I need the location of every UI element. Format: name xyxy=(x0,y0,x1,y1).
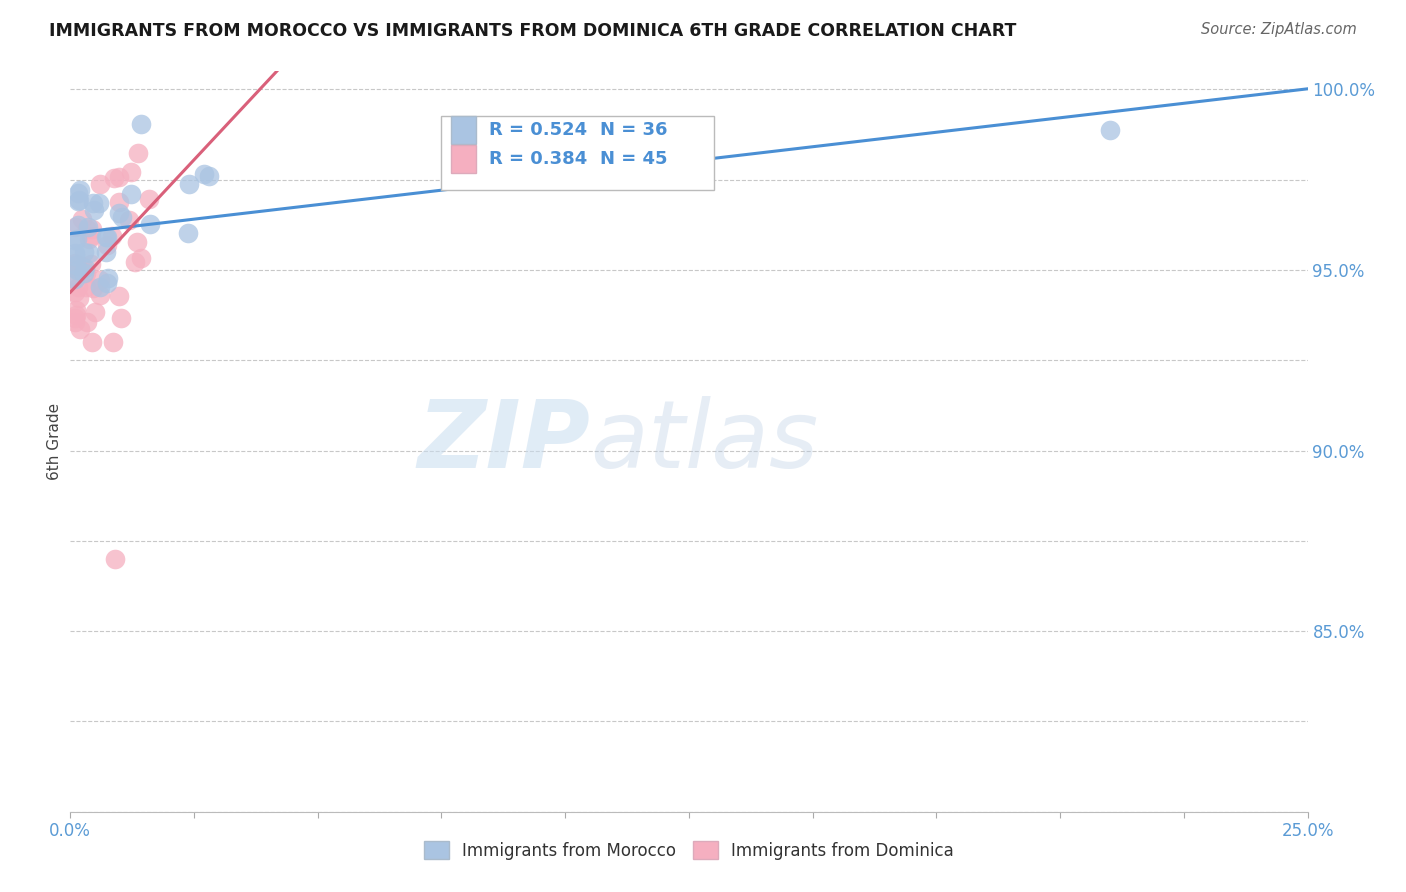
Point xyxy=(120,164,142,178)
Text: ZIP: ZIP xyxy=(418,395,591,488)
Point xyxy=(73,261,96,276)
Point xyxy=(124,255,146,269)
Text: N = 36: N = 36 xyxy=(600,120,668,139)
Point xyxy=(83,202,105,217)
Point xyxy=(67,291,90,305)
Legend: Immigrants from Morocco, Immigrants from Dominica: Immigrants from Morocco, Immigrants from… xyxy=(418,835,960,866)
Point xyxy=(108,288,131,302)
Point xyxy=(70,259,93,273)
Point xyxy=(120,186,142,201)
Point xyxy=(101,229,124,244)
Point xyxy=(103,171,125,186)
Point xyxy=(66,232,89,246)
Point xyxy=(82,335,104,350)
Point xyxy=(66,280,89,294)
Point xyxy=(80,229,103,244)
Point xyxy=(97,270,120,285)
Point xyxy=(108,206,131,220)
Point xyxy=(82,281,104,295)
Point xyxy=(87,195,110,210)
Point xyxy=(80,221,103,235)
Point xyxy=(108,195,131,210)
Point xyxy=(177,226,200,240)
Point xyxy=(96,245,118,260)
Point xyxy=(73,244,96,259)
Point xyxy=(179,177,201,191)
FancyBboxPatch shape xyxy=(441,116,714,190)
Point xyxy=(73,266,96,280)
Point xyxy=(77,219,100,234)
Point xyxy=(67,218,90,232)
Text: R = 0.384: R = 0.384 xyxy=(488,150,586,168)
Point xyxy=(76,221,98,235)
Point xyxy=(129,251,152,265)
Point xyxy=(65,272,87,286)
Text: R = 0.524: R = 0.524 xyxy=(488,120,586,139)
Point xyxy=(77,231,100,245)
Point xyxy=(96,237,118,252)
Point xyxy=(129,117,152,131)
Point xyxy=(110,310,132,325)
Point xyxy=(104,552,127,566)
Text: N = 45: N = 45 xyxy=(600,150,668,168)
Point xyxy=(65,233,87,247)
Point xyxy=(65,255,87,269)
Point xyxy=(89,280,111,294)
Text: Source: ZipAtlas.com: Source: ZipAtlas.com xyxy=(1201,22,1357,37)
Point xyxy=(139,217,162,231)
Text: atlas: atlas xyxy=(591,396,818,487)
Point xyxy=(79,257,101,271)
Point xyxy=(65,303,87,318)
Point xyxy=(193,167,215,181)
Point xyxy=(65,219,87,234)
Point xyxy=(125,235,148,249)
Point xyxy=(94,229,117,244)
Point xyxy=(82,196,104,211)
Point xyxy=(198,169,221,184)
Point xyxy=(66,186,89,201)
Point xyxy=(83,305,105,319)
Point xyxy=(65,309,87,323)
Point xyxy=(66,260,89,275)
Point xyxy=(89,177,111,191)
Point xyxy=(65,258,87,272)
Point xyxy=(127,146,149,161)
Point xyxy=(66,263,89,277)
Y-axis label: 6th Grade: 6th Grade xyxy=(46,403,62,480)
Point xyxy=(101,335,124,350)
Point xyxy=(69,182,91,196)
Point xyxy=(65,310,87,325)
Point xyxy=(107,169,129,184)
Point xyxy=(96,277,118,291)
Point xyxy=(65,249,87,263)
Point xyxy=(1098,123,1121,137)
Bar xyxy=(451,145,477,173)
Point xyxy=(75,266,97,280)
Point xyxy=(118,212,141,227)
Point xyxy=(67,194,90,208)
Point xyxy=(65,245,87,260)
Point xyxy=(96,230,118,244)
Point xyxy=(65,260,87,275)
Bar xyxy=(451,116,477,144)
Text: IMMIGRANTS FROM MOROCCO VS IMMIGRANTS FROM DOMINICA 6TH GRADE CORRELATION CHART: IMMIGRANTS FROM MOROCCO VS IMMIGRANTS FR… xyxy=(49,22,1017,40)
Point xyxy=(89,287,111,301)
Point xyxy=(67,194,90,208)
Point xyxy=(76,315,98,329)
Point xyxy=(77,246,100,260)
Point xyxy=(70,211,93,226)
Point xyxy=(138,192,160,206)
Point xyxy=(65,315,87,329)
Point xyxy=(111,210,134,224)
Point xyxy=(75,280,97,294)
Point xyxy=(89,273,111,287)
Point xyxy=(65,270,87,285)
Point xyxy=(65,285,87,299)
Point xyxy=(69,321,91,335)
